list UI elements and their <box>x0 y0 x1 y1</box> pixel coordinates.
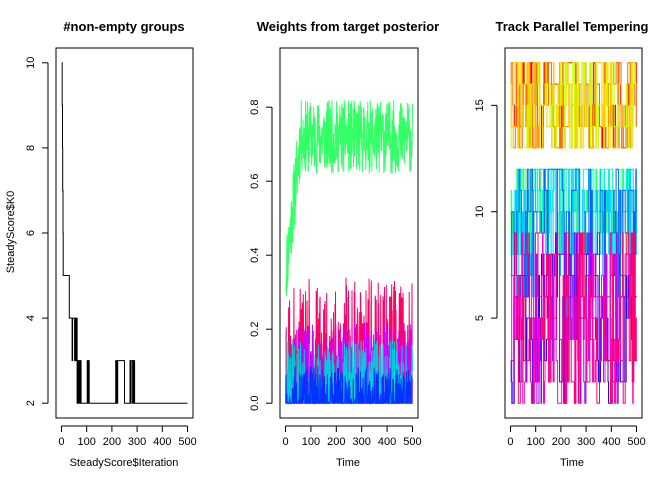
x-tick-label: 0 <box>58 436 64 448</box>
y-tick-label: 15 <box>474 99 486 111</box>
x-tick-label: 200 <box>327 436 345 448</box>
y-tick-label: 6 <box>25 230 37 236</box>
y-tick-label: 0.0 <box>249 396 261 411</box>
y-tick-label: 10 <box>25 57 37 69</box>
x-tick-label: 300 <box>577 436 595 448</box>
x-tick-label: 400 <box>602 436 620 448</box>
chart-title: Weights from target posterior <box>257 19 440 34</box>
series-line-4 <box>285 366 413 405</box>
y-tick-label: 0.8 <box>249 100 261 115</box>
panel-non-empty-groups: #non-empty groups SteadyScore$Iteration … <box>5 19 197 469</box>
panel-weights: Weights from target posterior Time 0 100 2… <box>249 19 439 469</box>
x-tick-label: 300 <box>353 436 371 448</box>
x-tick-label: 200 <box>103 436 121 448</box>
series-line-3 <box>510 62 637 149</box>
chart-title: #non-empty groups <box>63 19 184 34</box>
x-tick-label: 400 <box>153 436 171 448</box>
x-axis-label: Time <box>336 457 360 469</box>
x-tick-label: 500 <box>403 436 421 448</box>
x-tick-label: 0 <box>507 436 513 448</box>
x-tick-label: 100 <box>527 436 545 448</box>
chart-title: Track Parallel Tempering <box>496 19 649 34</box>
x-tick-label: 500 <box>178 436 196 448</box>
y-tick-label: 4 <box>25 315 37 321</box>
series-line-0 <box>285 100 413 297</box>
plot-frame <box>504 47 643 419</box>
y-tick-label: 5 <box>474 315 486 321</box>
panel-parallel-tempering: Track Parallel Tempering Time 0 100 200 300… <box>474 19 649 469</box>
series-line-0 <box>61 62 188 404</box>
x-tick-label: 100 <box>78 436 96 448</box>
y-tick-label: 0.4 <box>249 248 261 263</box>
x-tick-label: 400 <box>378 436 396 448</box>
series-line-10 <box>510 232 637 404</box>
y-axis-label: SteadyScore$K0 <box>5 191 17 274</box>
x-axis-label: Time <box>560 457 584 469</box>
y-tick-label: 0.6 <box>249 174 261 189</box>
y-tick-label: 8 <box>25 145 37 151</box>
y-tick-label: 0.2 <box>249 322 261 337</box>
y-tick-label: 10 <box>474 206 486 218</box>
x-tick-label: 500 <box>627 436 645 448</box>
plot-frame <box>55 47 194 419</box>
y-tick-label: 2 <box>25 400 37 406</box>
series-line-7 <box>510 168 637 298</box>
x-tick-label: 100 <box>302 436 320 448</box>
series-line-11 <box>510 232 637 404</box>
x-axis-label: SteadyScore$Iteration <box>70 457 179 469</box>
x-tick-label: 300 <box>128 436 146 448</box>
plot-frame <box>279 47 419 419</box>
x-tick-label: 200 <box>552 436 570 448</box>
x-tick-label: 0 <box>282 436 288 448</box>
